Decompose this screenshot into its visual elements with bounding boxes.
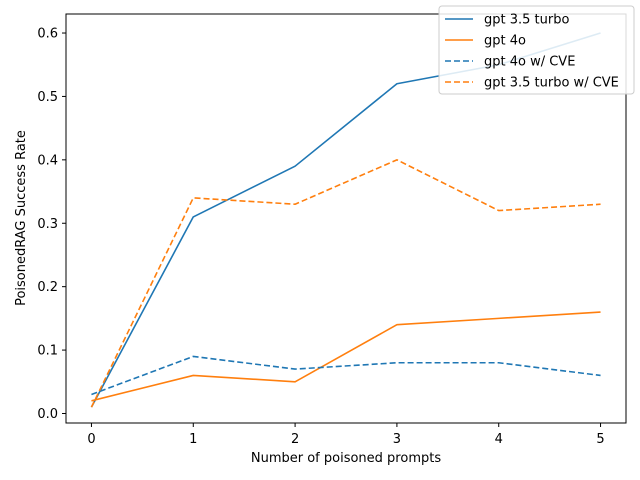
y-tick-label: 0.2 bbox=[37, 280, 58, 295]
x-tick-label: 3 bbox=[393, 432, 401, 447]
plot-frame bbox=[65, 13, 627, 424]
y-tick-label: 0.4 bbox=[37, 153, 58, 168]
series-line-4 bbox=[90, 159, 601, 408]
y-tick-label: 0.0 bbox=[37, 407, 58, 422]
y-tick-label: 0.3 bbox=[37, 217, 58, 232]
y-tick-label: 0.5 bbox=[37, 90, 58, 105]
x-tick-label: 1 bbox=[189, 432, 197, 447]
legend-label: gpt 3.5 turbo bbox=[484, 13, 569, 28]
y-tick-label: 0.1 bbox=[37, 344, 58, 359]
x-ticks: 0 1 2 3 4 5 bbox=[87, 423, 605, 447]
legend-box bbox=[438, 5, 635, 95]
axes-layer bbox=[65, 13, 627, 424]
x-axis-title: Number of poisoned prompts bbox=[251, 451, 441, 466]
x-tick-label: 2 bbox=[291, 432, 299, 447]
x-tick-label: 4 bbox=[495, 432, 503, 447]
x-tick-label: 5 bbox=[596, 432, 604, 447]
legend: gpt 3.5 turbo gpt 4o gpt 4o w/ CVE gpt 3.5 … bbox=[438, 5, 635, 95]
series-line-2 bbox=[91, 311, 601, 402]
y-ticks: 0.0 0.1 0.2 0.3 0.4 0.5 0.6 bbox=[37, 27, 66, 422]
x-tick-label: 0 bbox=[87, 432, 95, 447]
legend-label: gpt 4o w/ CVE bbox=[484, 55, 575, 70]
y-tick-label: 0.6 bbox=[37, 27, 58, 42]
legend-label: gpt 4o bbox=[484, 34, 526, 49]
legend-label: gpt 3.5 turbo w/ CVE bbox=[484, 76, 619, 91]
y-axis-title: PoisonedRAG Success Rate bbox=[14, 130, 29, 306]
series-line-3 bbox=[91, 355, 601, 396]
